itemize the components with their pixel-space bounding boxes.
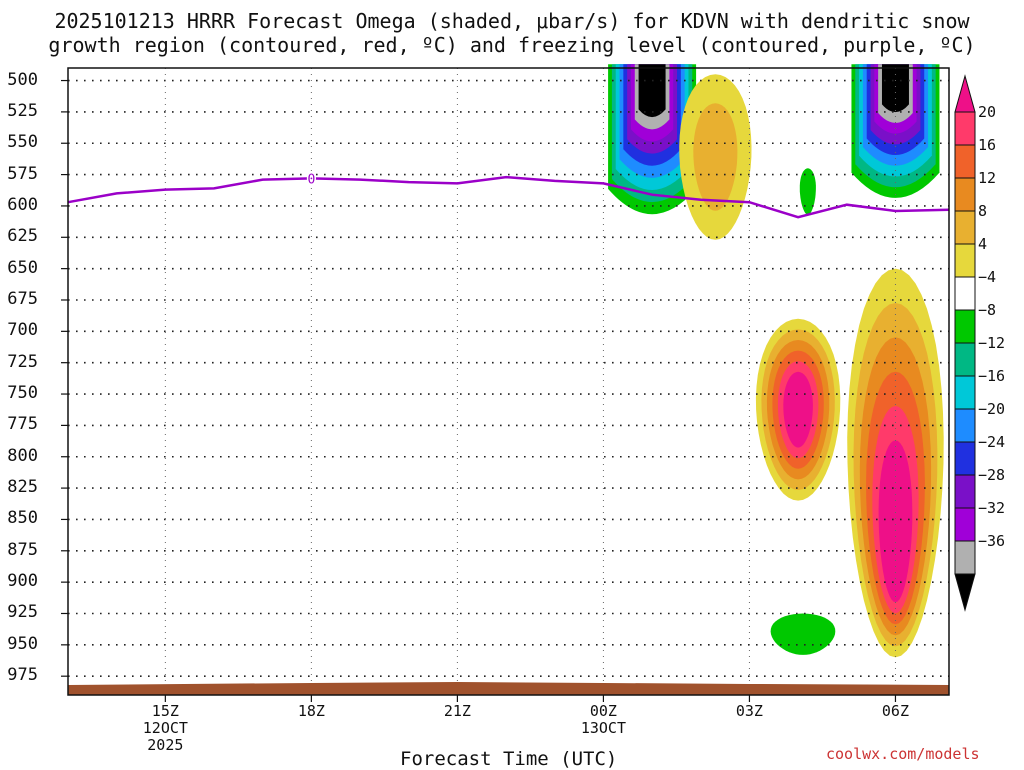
terrain-layer: [68, 681, 949, 695]
sinking-core-mid-level-5: [783, 371, 813, 448]
upward-motion-low-level-0: [770, 613, 836, 655]
colorbar-label-5: −4: [978, 268, 997, 286]
x-tick-date-15Z: 12OCT: [142, 719, 188, 737]
colorbar-box-6: [954, 309, 976, 344]
y-tick-label-975: 975: [7, 665, 38, 686]
y-tick-label-525: 525: [7, 100, 38, 121]
y-tick-label-725: 725: [7, 351, 38, 372]
colorbar-box-2: [954, 177, 976, 212]
x-tick-date-00Z: 13OCT: [580, 719, 626, 737]
colorbar-box-0: [954, 111, 976, 146]
colorbar-label-11: −28: [978, 466, 1006, 484]
axis-ticks: [61, 79, 897, 702]
colorbar-box-3: [954, 210, 976, 245]
chart-title-line-2: growth region (contoured, red, ºC) and f…: [48, 33, 976, 57]
colorbar-label-9: −20: [978, 400, 1006, 418]
colorbar-box-5: [954, 276, 976, 311]
x-tick-label-15Z: 15Z: [151, 702, 179, 720]
colorbar-bottom-arrow: [954, 573, 976, 612]
y-tick-label-650: 650: [7, 257, 38, 278]
colorbar-label-13: −36: [978, 532, 1006, 550]
y-tick-label-550: 550: [7, 132, 38, 153]
plot-grid: [68, 68, 949, 695]
upward-motion-plume-b: [851, 64, 940, 198]
freezing-level-label: 0: [307, 172, 315, 187]
colorbar-label-0: 20: [978, 103, 997, 121]
y-tick-label-875: 875: [7, 539, 38, 560]
y-tick-label-500: 500: [7, 69, 38, 90]
upward-motion-small-level-0: [799, 168, 816, 215]
y-tick-label-850: 850: [7, 508, 38, 529]
upward-motion-plume-a-level-8: [638, 64, 666, 118]
colorbar-label-8: −16: [978, 367, 1006, 385]
omega-shading: [608, 64, 944, 658]
upward-motion-plume-b-level-8: [881, 64, 909, 113]
sinking-core-low: [847, 268, 944, 658]
credit-link[interactable]: coolwx.com/models: [826, 745, 980, 763]
y-tick-label-625: 625: [7, 226, 38, 247]
x-tick-label-21Z: 21Z: [443, 702, 471, 720]
sinking-band-upper: [679, 74, 752, 240]
colorbar-box-7: [954, 342, 976, 377]
omega-colorbar: [954, 74, 976, 612]
x-tick-year-15Z: 2025: [147, 736, 184, 754]
y-tick-label-950: 950: [7, 633, 38, 654]
sinking-core-low-level-5: [878, 440, 913, 603]
sinking-band-upper-level-1: [693, 103, 738, 211]
y-tick-label-800: 800: [7, 445, 38, 466]
colorbar-box-12: [954, 507, 976, 542]
colorbar-label-6: −8: [978, 301, 997, 319]
colorbar-box-11: [954, 474, 976, 509]
y-tick-label-750: 750: [7, 383, 38, 404]
x-tick-label-18Z: 18Z: [297, 702, 325, 720]
colorbar-label-4: 4: [978, 235, 988, 253]
y-tick-label-700: 700: [7, 320, 38, 341]
colorbar-box-10: [954, 441, 976, 476]
y-tick-label-575: 575: [7, 163, 38, 184]
upward-motion-low: [770, 613, 836, 655]
y-tick-label-900: 900: [7, 571, 38, 592]
x-tick-label-06Z: 06Z: [881, 702, 909, 720]
y-tick-label-600: 600: [7, 194, 38, 215]
colorbar-box-9: [954, 408, 976, 443]
y-tick-label-675: 675: [7, 288, 38, 309]
plot-frame: [67, 67, 950, 696]
colorbar-label-10: −24: [978, 433, 1006, 451]
colorbar-label-7: −12: [978, 334, 1006, 352]
colorbar-label-3: 8: [978, 202, 988, 220]
colorbar-label-12: −32: [978, 499, 1006, 517]
colorbar-box-1: [954, 144, 976, 179]
freezing-level-line: [67, 175, 950, 219]
freezing-level-layer: 0: [67, 171, 950, 219]
colorbar-label-2: 12: [978, 169, 997, 187]
terrain-fill: [68, 681, 949, 695]
x-tick-label-03Z: 03Z: [735, 702, 763, 720]
x-tick-label-00Z: 00Z: [589, 702, 617, 720]
y-tick-label-925: 925: [7, 602, 38, 623]
colorbar-box-13: [954, 540, 976, 575]
chart-title-line-1: 2025101213 HRRR Forecast Omega (shaded, …: [54, 9, 970, 33]
colorbar-top-arrow: [954, 74, 976, 113]
colorbar-label-1: 16: [978, 136, 997, 154]
colorbar-box-8: [954, 375, 976, 410]
y-tick-label-825: 825: [7, 477, 38, 498]
colorbar-box-4: [954, 243, 976, 278]
upward-motion-small: [799, 168, 816, 215]
y-tick-label-775: 775: [7, 414, 38, 435]
sinking-core-mid: [755, 318, 841, 501]
x-axis-title: Forecast Time (UTC): [400, 748, 618, 770]
